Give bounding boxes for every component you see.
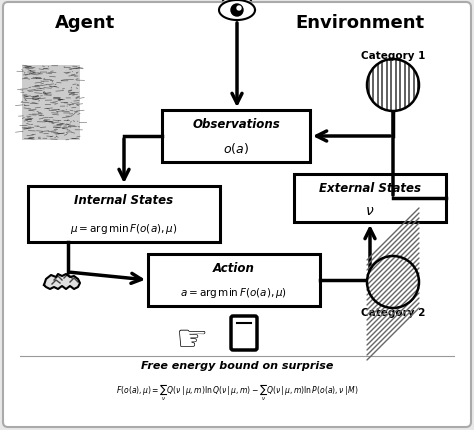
Text: $\nu$: $\nu$ xyxy=(365,203,375,218)
Circle shape xyxy=(367,60,419,112)
Text: External States: External States xyxy=(319,181,421,194)
Text: Action: Action xyxy=(213,261,255,274)
Text: $F(o(a),\mu) = \sum_{\nu} Q(\nu\,|\,\mu,m)\ln Q(\nu\,|\,\mu,m) - \sum_{\nu} Q(\n: $F(o(a),\mu) = \sum_{\nu} Q(\nu\,|\,\mu,… xyxy=(116,382,358,402)
Text: ☞: ☞ xyxy=(176,321,208,355)
Text: Internal States: Internal States xyxy=(74,194,173,207)
Circle shape xyxy=(237,7,241,11)
Polygon shape xyxy=(44,274,80,289)
Text: $a = \mathrm{arg\,min}\, F(o(a), \mu)$: $a = \mathrm{arg\,min}\, F(o(a), \mu)$ xyxy=(181,286,288,299)
Text: Category 1: Category 1 xyxy=(361,51,425,61)
Text: $o(a)$: $o(a)$ xyxy=(223,141,249,156)
Text: Free energy bound on surprise: Free energy bound on surprise xyxy=(141,360,333,370)
Text: $\mu = \mathrm{arg\,min}\, F(o(a), \mu)$: $\mu = \mathrm{arg\,min}\, F(o(a), \mu)$ xyxy=(70,221,178,236)
FancyBboxPatch shape xyxy=(162,111,310,163)
Text: Category 2: Category 2 xyxy=(361,307,425,317)
Circle shape xyxy=(367,256,419,308)
Bar xyxy=(22,66,80,141)
FancyBboxPatch shape xyxy=(231,316,257,350)
FancyBboxPatch shape xyxy=(294,175,446,222)
Text: Observations: Observations xyxy=(192,118,280,131)
FancyBboxPatch shape xyxy=(3,3,471,427)
Text: Agent: Agent xyxy=(55,14,115,32)
Text: Environment: Environment xyxy=(295,14,425,32)
FancyBboxPatch shape xyxy=(148,255,320,306)
Circle shape xyxy=(231,5,243,17)
Polygon shape xyxy=(219,1,255,21)
FancyBboxPatch shape xyxy=(28,187,220,243)
